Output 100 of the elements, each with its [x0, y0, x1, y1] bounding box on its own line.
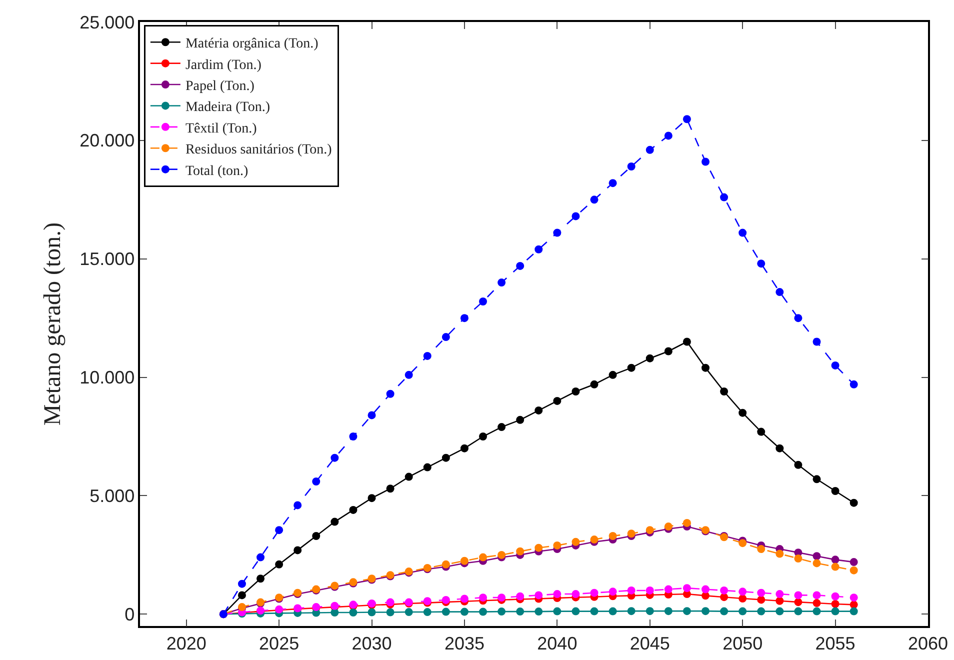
point	[812, 559, 821, 568]
point	[682, 584, 691, 592]
point	[757, 260, 766, 268]
point	[256, 553, 265, 562]
x-tick-label: 2050	[722, 633, 763, 654]
point	[720, 193, 728, 202]
legend-label: Têxtil (Ton.)	[185, 121, 258, 136]
point	[776, 550, 784, 558]
point	[349, 432, 358, 441]
point	[404, 370, 413, 379]
point	[682, 607, 691, 616]
point	[479, 594, 488, 602]
point	[702, 585, 710, 594]
point	[682, 338, 691, 346]
point	[776, 596, 784, 605]
point	[368, 608, 376, 616]
point	[423, 608, 432, 616]
point	[553, 590, 562, 598]
point	[404, 608, 413, 616]
point	[831, 556, 840, 564]
point	[460, 444, 468, 452]
point	[757, 545, 766, 554]
point	[460, 556, 468, 565]
point	[812, 338, 821, 346]
point	[553, 228, 562, 237]
point	[608, 588, 617, 596]
point	[460, 594, 468, 603]
point	[294, 501, 302, 510]
point	[516, 547, 524, 556]
point	[442, 454, 450, 462]
point	[349, 608, 358, 616]
point	[572, 607, 580, 616]
point	[442, 596, 450, 604]
point	[646, 586, 654, 594]
point	[349, 506, 358, 514]
point	[608, 532, 617, 540]
point	[738, 607, 747, 616]
point	[590, 588, 598, 597]
y-tick-label: 15.000	[80, 249, 135, 270]
point	[238, 580, 246, 588]
point	[831, 486, 840, 495]
legend-label: Madeira (Ton.)	[185, 100, 270, 116]
point	[553, 607, 562, 616]
y-tick-label: 0	[124, 604, 135, 624]
point	[572, 388, 580, 396]
point	[275, 526, 284, 534]
point	[534, 544, 543, 552]
point	[757, 596, 766, 604]
point	[479, 298, 488, 306]
point	[720, 593, 728, 602]
point	[850, 498, 858, 507]
point	[534, 406, 543, 414]
point	[386, 484, 394, 493]
point	[294, 546, 302, 554]
legend-label: Matéria orgânica (Ton.)	[185, 36, 319, 52]
point	[720, 388, 728, 396]
point	[776, 590, 784, 598]
point	[608, 607, 617, 616]
point	[498, 423, 506, 432]
point	[275, 560, 284, 568]
point	[590, 196, 598, 204]
point	[794, 591, 802, 600]
x-tick-label: 2025	[259, 633, 300, 654]
x-tick-label: 2035	[444, 633, 484, 654]
legend-label: Jardim (Ton.)	[185, 58, 262, 73]
point	[702, 364, 710, 372]
point	[738, 588, 747, 596]
point	[312, 532, 320, 540]
point	[442, 560, 450, 568]
point	[627, 162, 636, 170]
point	[627, 364, 636, 372]
point	[812, 475, 821, 484]
point	[627, 607, 636, 616]
point	[738, 228, 747, 237]
point	[720, 607, 728, 616]
point	[738, 539, 747, 548]
point	[776, 607, 784, 616]
point	[794, 314, 802, 322]
x-tick-label: 2055	[815, 633, 856, 654]
point	[330, 518, 339, 526]
y-axis-title: Metano gerado (ton.)	[40, 222, 66, 426]
point	[516, 608, 524, 616]
point	[794, 607, 802, 616]
point	[664, 585, 672, 594]
y-tick-label: 25.000	[80, 12, 135, 32]
point	[386, 608, 394, 616]
point	[831, 607, 840, 616]
point	[850, 558, 858, 566]
point	[553, 396, 562, 405]
point	[516, 592, 524, 600]
point	[590, 607, 598, 616]
point	[831, 592, 840, 600]
point	[682, 518, 691, 527]
point	[702, 607, 710, 616]
x-tick-label: 2020	[166, 633, 206, 654]
point	[256, 574, 265, 583]
point	[794, 460, 802, 469]
point	[572, 590, 580, 598]
x-tick-label: 2045	[630, 633, 670, 654]
point	[368, 411, 376, 420]
